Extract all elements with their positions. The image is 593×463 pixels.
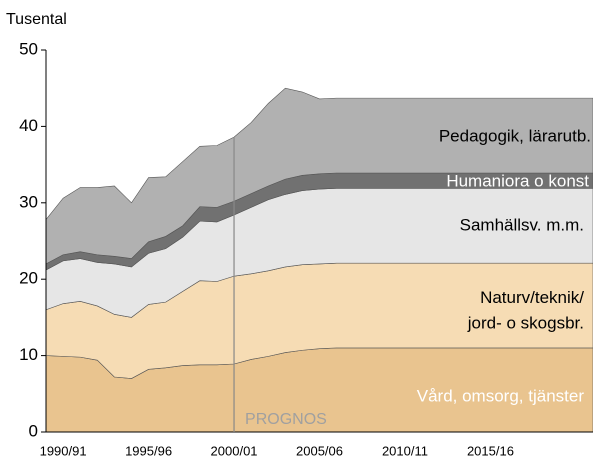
x-tick-label: 2015/16 [467,443,514,458]
y-tick-label: 10 [19,345,38,364]
y-tick-label: 20 [19,269,38,288]
series-label: Samhällsv. m.m. [460,215,584,234]
x-tick-label: 1995/96 [125,443,172,458]
y-tick-label: 0 [29,421,38,440]
x-tick-label: 2010/11 [382,443,428,458]
series-label: Naturv/teknik/jord- o skogsbr. [467,288,584,333]
annotation: PROGNOS [245,411,327,428]
series-label: Pedagogik, lärarutb. [439,126,591,145]
y-tick-label: 50 [19,39,38,58]
y-tick-label: 30 [19,192,38,211]
y-tick-label: 40 [19,116,38,135]
x-tick-label: 2005/06 [296,443,343,458]
x-tick-label: 1990/91 [40,443,87,458]
series-label: Vård, omsorg, tjänster [417,386,585,405]
y-axis-label: Tusental [6,11,67,28]
x-tick-label: 2000/01 [211,443,258,458]
series-label: Humaniora o konst [446,171,589,190]
